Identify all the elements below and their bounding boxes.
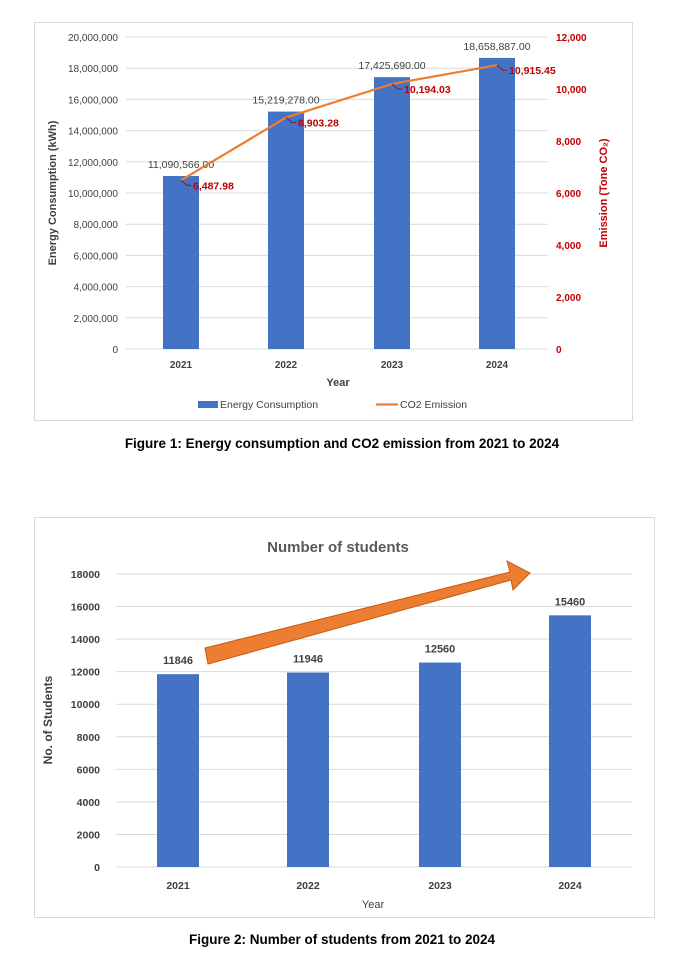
figure2-caption: Figure 2: Number of students from 2021 t…	[188, 932, 496, 947]
chart1-line-label: 8,903.28	[298, 118, 339, 130]
chart2-y-tick-label: 2000	[77, 829, 101, 841]
chart1-bar-label: 18,658,887.00	[463, 41, 530, 53]
chart2-y-tick-label: 6000	[77, 764, 101, 776]
chart2-bar-label: 12560	[425, 644, 456, 656]
chart1-bar	[374, 77, 410, 349]
chart1-y-axis-title: Energy Consumption (kWh)	[47, 120, 59, 265]
chart2-x-tick-label: 2024	[558, 880, 582, 892]
chart2-x-tick-label: 2021	[166, 880, 190, 892]
chart1-y-tick-label: 12,000,000	[68, 158, 118, 169]
chart2-bar	[157, 674, 199, 867]
chart2-bar	[419, 662, 461, 867]
chart1-bar-label: 15,219,278.00	[252, 95, 319, 107]
chart1-y-tick-label: 20,000,000	[68, 33, 118, 44]
chart2-y-tick-label: 12000	[71, 667, 100, 679]
chart1-bar-label: 17,425,690.00	[358, 60, 425, 72]
chart1-x-tick-label: 2021	[170, 360, 193, 371]
chart1-line-label: 10,915.45	[509, 65, 556, 77]
chart2-y-tick-label: 0	[94, 862, 100, 874]
chart2-y-tick-label: 16000	[71, 602, 100, 614]
chart1-bar	[268, 111, 304, 350]
chart1-y2-tick-label: 2,000	[556, 293, 581, 304]
chart1-legend-bar-label: Energy Consumption	[220, 399, 318, 411]
chart2-bar-label: 11846	[163, 655, 193, 667]
chart1-legend-line-label: CO2 Emission	[400, 399, 467, 411]
chart1-y2-tick-label: 4,000	[556, 241, 581, 252]
chart1-x-tick-label: 2023	[381, 360, 404, 371]
chart1-y-tick-label: 16,000,000	[68, 95, 118, 106]
chart1-x-tick-label: 2024	[486, 360, 509, 371]
chart1-y-tick-label: 10,000,000	[68, 189, 118, 200]
chart1-y2-tick-label: 6,000	[556, 189, 581, 200]
chart1-bar-label: 11,090,566.00	[148, 159, 215, 171]
chart1-leader-line	[391, 83, 402, 90]
chart1-y-tick-label: 6,000,000	[74, 251, 119, 262]
chart1-y-tick-label: 2,000,000	[74, 314, 119, 325]
chart1-y-tick-label: 14,000,000	[68, 127, 118, 138]
chart2-title: Number of students	[267, 539, 409, 556]
chart1-leader-line	[180, 179, 191, 186]
chart1-x-tick-label: 2022	[275, 360, 298, 371]
chart2-y-tick-label: 18000	[71, 569, 100, 581]
chart1-y-tick-label: 18,000,000	[68, 64, 118, 75]
chart1-legend-bar-swatch	[198, 401, 218, 408]
chart1-x-axis-title: Year	[326, 377, 350, 389]
chart2-y-tick-label: 10000	[71, 699, 100, 711]
chart2-x-axis-title: Year	[362, 899, 385, 911]
chart2-bar	[549, 615, 591, 867]
chart2-y-tick-label: 14000	[71, 634, 100, 646]
chart2-x-tick-label: 2023	[428, 880, 452, 892]
chart1-bar	[479, 57, 515, 350]
chart2-y-tick-label: 4000	[77, 797, 101, 809]
chart2-bar-label: 11946	[293, 654, 323, 666]
chart1-y2-tick-label: 12,000	[556, 33, 587, 44]
chart2-y-axis-title: No. of Students	[41, 675, 55, 764]
chart1-leader-line	[285, 117, 296, 124]
chart1-y2-axis-title: Emission (Tone CO₂)	[598, 138, 610, 248]
chart1-y2-tick-label: 10,000	[556, 85, 587, 96]
chart2-bar-label: 15460	[555, 596, 586, 608]
chart2-x-tick-label: 2022	[296, 880, 320, 892]
chart1-line-label: 10,194.03	[404, 84, 451, 96]
chart1-y2-tick-label: 0	[556, 345, 562, 356]
figure1-caption: Figure 1: Energy consumption and CO2 emi…	[124, 436, 560, 451]
chart2-y-tick-label: 8000	[77, 732, 101, 744]
chart2-trend-arrow	[204, 560, 531, 665]
chart1-y-tick-label: 8,000,000	[74, 220, 119, 231]
chart1-line-label: 6,487.98	[193, 180, 234, 192]
chart1-leader-line	[496, 64, 507, 71]
chart2-bar	[287, 672, 329, 867]
chart1-y-tick-label: 0	[112, 345, 118, 356]
chart1-y2-tick-label: 8,000	[556, 137, 581, 148]
chart1-co2-line	[180, 64, 498, 182]
chart1-frame	[34, 22, 633, 421]
chart1-y-tick-label: 4,000,000	[74, 283, 119, 294]
chart1-bar	[163, 175, 199, 349]
